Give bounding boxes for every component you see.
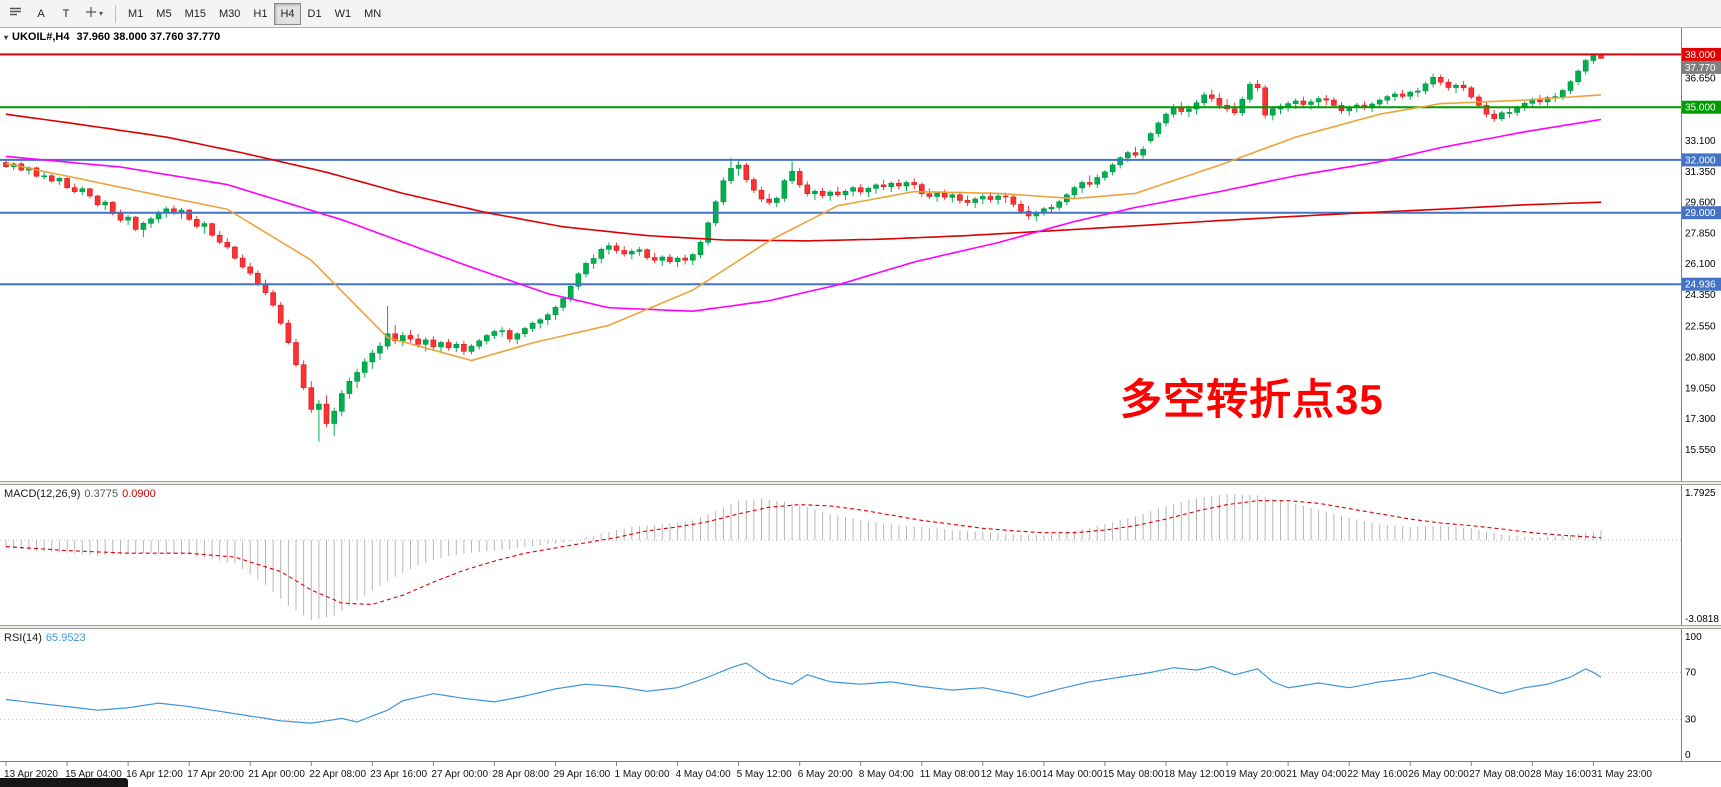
rsi-value: 65.9523 <box>45 632 86 644</box>
svg-text:19 May 20:00: 19 May 20:00 <box>1225 769 1286 780</box>
timeframe-button-d1[interactable]: D1 <box>302 3 328 25</box>
bottom-tab[interactable] <box>0 778 128 787</box>
price-chart-canvas[interactable]: 36.650 33.100 31.350 29.600 27.850 26.100 24.3… <box>0 28 1721 481</box>
svg-text:17.300: 17.300 <box>1685 414 1716 425</box>
svg-text:31.350: 31.350 <box>1685 167 1716 178</box>
svg-text:15.550: 15.550 <box>1685 445 1716 456</box>
rsi-header: RSI(14) 65.9523 <box>4 632 90 644</box>
svg-text:21 Apr 00:00: 21 Apr 00:00 <box>248 769 305 780</box>
svg-text:100: 100 <box>1685 632 1702 643</box>
time-axis[interactable]: 13 Apr 2020 15 Apr 04:00 16 Apr 12:00 17 Ap… <box>0 761 1721 787</box>
timeframe-button-h1[interactable]: H1 <box>247 3 273 25</box>
svg-text:29.000: 29.000 <box>1685 208 1716 219</box>
ohlc-values: 37.960 38.000 37.760 37.770 <box>76 31 221 43</box>
chevron-down-icon: ▾ <box>99 9 104 18</box>
svg-text:0: 0 <box>1685 750 1691 761</box>
chart-title: ▾ UKOIL#,H4 37.960 38.000 37.760 37.770 <box>4 31 220 43</box>
text-tool-label: T <box>62 7 70 20</box>
timeframe-button-h4[interactable]: H4 <box>274 2 301 25</box>
svg-text:5 May 12:00: 5 May 12:00 <box>737 769 792 780</box>
svg-text:15 May 08:00: 15 May 08:00 <box>1103 769 1164 780</box>
svg-text:31 May 23:00: 31 May 23:00 <box>1591 769 1652 780</box>
time-axis-canvas: 13 Apr 2020 15 Apr 04:00 16 Apr 12:00 17 Ap… <box>4 762 1652 780</box>
svg-text:1.7925: 1.7925 <box>1685 488 1716 499</box>
chart-list-button[interactable] <box>3 3 28 25</box>
rsi-canvas[interactable]: 100 70 30 0 <box>0 629 1721 761</box>
svg-text:26.100: 26.100 <box>1685 259 1716 270</box>
annotation-text: 多空转折点35 <box>1120 376 1384 423</box>
svg-text:29.600: 29.600 <box>1685 198 1716 209</box>
rsi-label: RSI(14) <box>4 632 42 644</box>
svg-text:16 Apr 12:00: 16 Apr 12:00 <box>126 769 183 780</box>
svg-text:24.936: 24.936 <box>1685 280 1716 291</box>
svg-text:14 May 00:00: 14 May 00:00 <box>1042 769 1103 780</box>
svg-text:18 May 12:00: 18 May 12:00 <box>1164 769 1225 780</box>
timeframe-button-m30[interactable]: M30 <box>213 3 246 25</box>
cursor-tool-label: A <box>37 7 45 20</box>
svg-text:33.100: 33.100 <box>1685 136 1716 147</box>
svg-text:19.050: 19.050 <box>1685 383 1716 394</box>
svg-text:15 Apr 04:00: 15 Apr 04:00 <box>65 769 122 780</box>
collapse-icon[interactable]: ▾ <box>4 33 9 42</box>
svg-text:26 May 00:00: 26 May 00:00 <box>1408 769 1469 780</box>
rsi-panel: 100 70 30 0 RSI(14) 65.9523 <box>0 629 1721 761</box>
svg-text:27.850: 27.850 <box>1685 228 1716 239</box>
svg-text:23 Apr 16:00: 23 Apr 16:00 <box>370 769 427 780</box>
macd-panel: 1.7925 -3.0818 MACD(12,26,9) 0.3775 0.0900 <box>0 485 1721 625</box>
timeframe-button-m5[interactable]: M5 <box>150 3 177 25</box>
svg-text:22 May 16:00: 22 May 16:00 <box>1347 769 1408 780</box>
timeframe-button-m15[interactable]: M15 <box>179 3 212 25</box>
macd-signal-value: 0.0900 <box>122 488 156 500</box>
svg-text:17 Apr 20:00: 17 Apr 20:00 <box>187 769 244 780</box>
svg-text:22.550: 22.550 <box>1685 322 1716 333</box>
svg-text:13 Apr 2020: 13 Apr 2020 <box>4 769 58 780</box>
svg-text:12 May 16:00: 12 May 16:00 <box>981 769 1042 780</box>
svg-text:21 May 04:00: 21 May 04:00 <box>1286 769 1347 780</box>
draw-tool-button[interactable]: ▾ <box>79 3 109 25</box>
svg-text:20.800: 20.800 <box>1685 353 1716 364</box>
svg-text:-3.0818: -3.0818 <box>1685 614 1719 625</box>
panel-splitter-rsi[interactable] <box>0 625 1721 629</box>
crosshair-icon <box>85 6 97 21</box>
symbol-label: UKOIL#,H4 <box>12 31 70 43</box>
macd-main-value: 0.3775 <box>84 488 119 500</box>
panel-splitter-macd[interactable] <box>0 481 1721 485</box>
svg-text:70: 70 <box>1685 667 1697 678</box>
svg-text:32.000: 32.000 <box>1685 155 1716 166</box>
svg-text:38.000: 38.000 <box>1685 50 1716 61</box>
svg-text:1 May 00:00: 1 May 00:00 <box>615 769 670 780</box>
svg-text:27 Apr 00:00: 27 Apr 00:00 <box>431 769 488 780</box>
svg-text:4 May 04:00: 4 May 04:00 <box>676 769 731 780</box>
svg-text:28 Apr 08:00: 28 Apr 08:00 <box>492 769 549 780</box>
timeframe-button-w1[interactable]: W1 <box>329 3 358 25</box>
macd-label: MACD(12,26,9) <box>4 488 81 500</box>
svg-text:11 May 08:00: 11 May 08:00 <box>920 769 980 780</box>
svg-text:29 Apr 16:00: 29 Apr 16:00 <box>554 769 611 780</box>
main-toolbar: A T ▾ M1 M5 M15 M30 H1 H4 D1 W1 MN <box>0 0 1721 28</box>
macd-canvas[interactable]: 1.7925 -3.0818 <box>0 485 1721 625</box>
toolbar-separator <box>115 4 117 23</box>
svg-text:27 May 08:00: 27 May 08:00 <box>1469 769 1530 780</box>
svg-text:6 May 20:00: 6 May 20:00 <box>798 769 853 780</box>
timeframe-group: M1 M5 M15 M30 H1 H4 D1 W1 MN <box>122 2 387 25</box>
list-icon <box>9 7 22 21</box>
timeframe-button-mn[interactable]: MN <box>358 3 387 25</box>
svg-text:30: 30 <box>1685 715 1697 726</box>
svg-text:37.770: 37.770 <box>1685 63 1716 74</box>
timeframe-button-m1[interactable]: M1 <box>122 3 149 25</box>
price-chart-panel: 36.650 33.100 31.350 29.600 27.850 26.100 24.3… <box>0 28 1721 481</box>
cursor-tool-button[interactable]: A <box>29 3 53 25</box>
svg-text:35.000: 35.000 <box>1685 103 1716 114</box>
svg-text:36.650: 36.650 <box>1685 74 1716 85</box>
svg-text:8 May 04:00: 8 May 04:00 <box>859 769 914 780</box>
svg-text:24.350: 24.350 <box>1685 290 1716 301</box>
macd-header: MACD(12,26,9) 0.3775 0.0900 <box>4 488 160 500</box>
svg-text:28 May 16:00: 28 May 16:00 <box>1530 769 1591 780</box>
text-tool-button[interactable]: T <box>54 3 78 25</box>
svg-text:22 Apr 08:00: 22 Apr 08:00 <box>309 769 366 780</box>
